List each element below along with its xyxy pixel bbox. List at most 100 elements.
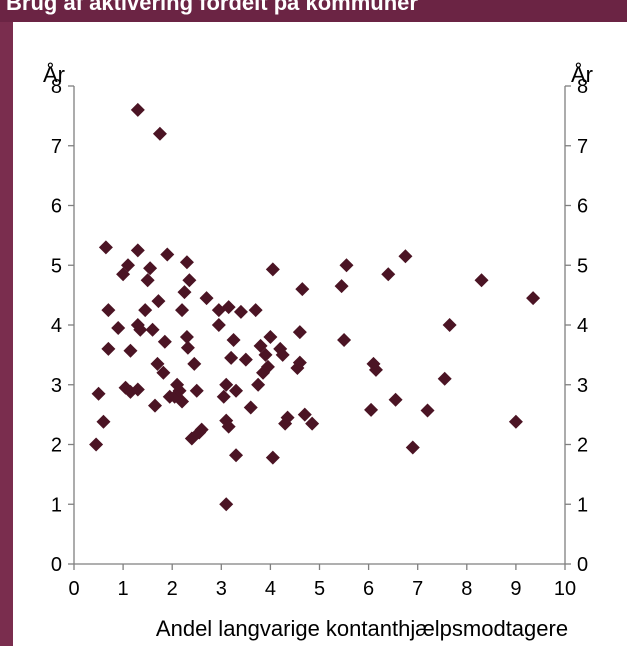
- y-tick-label-right: 7: [577, 136, 588, 158]
- data-point: [96, 414, 111, 429]
- data-point: [180, 340, 195, 355]
- data-point: [337, 332, 352, 347]
- x-tick-label: 5: [314, 578, 325, 600]
- x-tick-label: 2: [167, 578, 178, 600]
- data-point: [260, 359, 275, 374]
- data-point: [98, 240, 113, 255]
- data-point: [405, 440, 420, 455]
- data-point: [339, 258, 354, 273]
- data-point: [133, 322, 148, 337]
- y-tick-label-left: 3: [51, 375, 62, 397]
- data-point: [292, 355, 307, 370]
- data-point: [292, 325, 307, 340]
- y-tick-label-left: 7: [51, 136, 62, 158]
- x-tick-label: 4: [265, 578, 276, 600]
- data-points: [89, 102, 541, 512]
- data-point: [138, 303, 153, 318]
- data-point: [172, 383, 187, 398]
- data-point: [381, 267, 396, 282]
- data-point: [229, 383, 244, 398]
- data-point: [248, 303, 263, 318]
- data-point: [116, 267, 131, 282]
- y-axis-label-right: År: [571, 62, 593, 87]
- data-point: [216, 389, 231, 404]
- data-point: [229, 448, 244, 463]
- data-point: [211, 318, 226, 332]
- data-point: [148, 398, 163, 413]
- data-point: [157, 334, 172, 349]
- y-tick-label-left: 8: [51, 76, 62, 98]
- y-tick-label-left: 1: [51, 494, 62, 516]
- y-tick-label-right: 8: [577, 76, 588, 98]
- scatter-chart: 0 01 12 23 34 45 56 67 78 80 1 2 3 4 5 6 7 8 9 10 År År And…: [43, 62, 593, 641]
- data-point: [175, 303, 190, 318]
- y-tick-label-right: 2: [577, 435, 588, 457]
- data-point: [182, 273, 197, 288]
- data-point: [388, 392, 403, 407]
- data-point: [143, 261, 158, 276]
- data-point: [189, 383, 204, 398]
- y-tick-label-right: 5: [577, 255, 588, 277]
- y-tick-label-left: 2: [51, 435, 62, 457]
- data-point: [150, 356, 165, 371]
- y-tick-label-right: 0: [577, 554, 588, 576]
- x-tick-label: 10: [554, 578, 576, 600]
- y-tick-label-right: 4: [577, 315, 588, 337]
- data-point: [442, 318, 457, 332]
- data-point: [145, 322, 160, 337]
- data-point: [123, 343, 138, 358]
- y-tick-label-left: 6: [51, 196, 62, 218]
- data-point: [156, 365, 171, 380]
- data-point: [398, 249, 413, 264]
- data-point: [253, 338, 268, 353]
- data-point: [474, 273, 489, 288]
- data-point: [221, 300, 236, 315]
- data-point: [233, 304, 248, 319]
- data-point: [221, 419, 236, 434]
- x-axis-label: Andel langvarige kontanthjælpsmodtagere: [156, 616, 568, 641]
- data-point: [224, 350, 239, 365]
- y-tick-label-left: 5: [51, 255, 62, 277]
- data-point: [334, 279, 349, 294]
- data-point: [243, 400, 258, 415]
- data-point: [194, 422, 209, 437]
- data-point: [130, 243, 145, 258]
- data-point: [238, 352, 253, 367]
- data-point: [508, 414, 523, 429]
- x-tick-label: 6: [363, 578, 374, 600]
- x-tick-label: 0: [68, 578, 79, 600]
- data-point: [526, 291, 541, 306]
- chart-panel: 0 0 1 1 2 2 3 3 4 4 5 5 6 6 7 7 8 8 0 1 2 3 4 5 6 7 8 9 10 År År And…: [13, 22, 627, 646]
- y-axis-label-left: År: [43, 62, 65, 87]
- data-point: [368, 362, 383, 377]
- data-point: [89, 437, 104, 452]
- data-point: [152, 126, 167, 141]
- data-point: [305, 416, 320, 431]
- data-point: [226, 332, 241, 347]
- data-point: [265, 262, 280, 277]
- data-point: [140, 273, 155, 288]
- title-strip: Brug af aktivering fordelt på kommuner: [0, 0, 627, 22]
- y-tick-label-right: 6: [577, 196, 588, 218]
- data-point: [258, 347, 273, 362]
- x-tick-label: 7: [412, 578, 423, 600]
- data-point: [101, 341, 116, 356]
- data-point: [179, 255, 194, 270]
- y-tick-label-right: 1: [577, 494, 588, 516]
- data-point: [179, 329, 194, 344]
- data-point: [187, 356, 202, 371]
- data-point: [199, 291, 214, 306]
- data-point: [91, 386, 106, 401]
- data-point: [280, 410, 295, 425]
- ticks: 0 01 12 23 34 45 56 67 78 80 1 2 3 4 5 6 7 8 9 10: [51, 76, 588, 600]
- y-tick-label-left: 4: [51, 315, 62, 337]
- data-point: [219, 497, 234, 512]
- y-tick-label-left: 0: [51, 554, 62, 576]
- data-point: [297, 407, 312, 422]
- data-point: [364, 402, 379, 417]
- x-tick-label: 9: [510, 578, 521, 600]
- data-point: [420, 403, 435, 418]
- data-point: [219, 377, 234, 392]
- data-point: [130, 102, 145, 117]
- x-tick-label: 3: [216, 578, 227, 600]
